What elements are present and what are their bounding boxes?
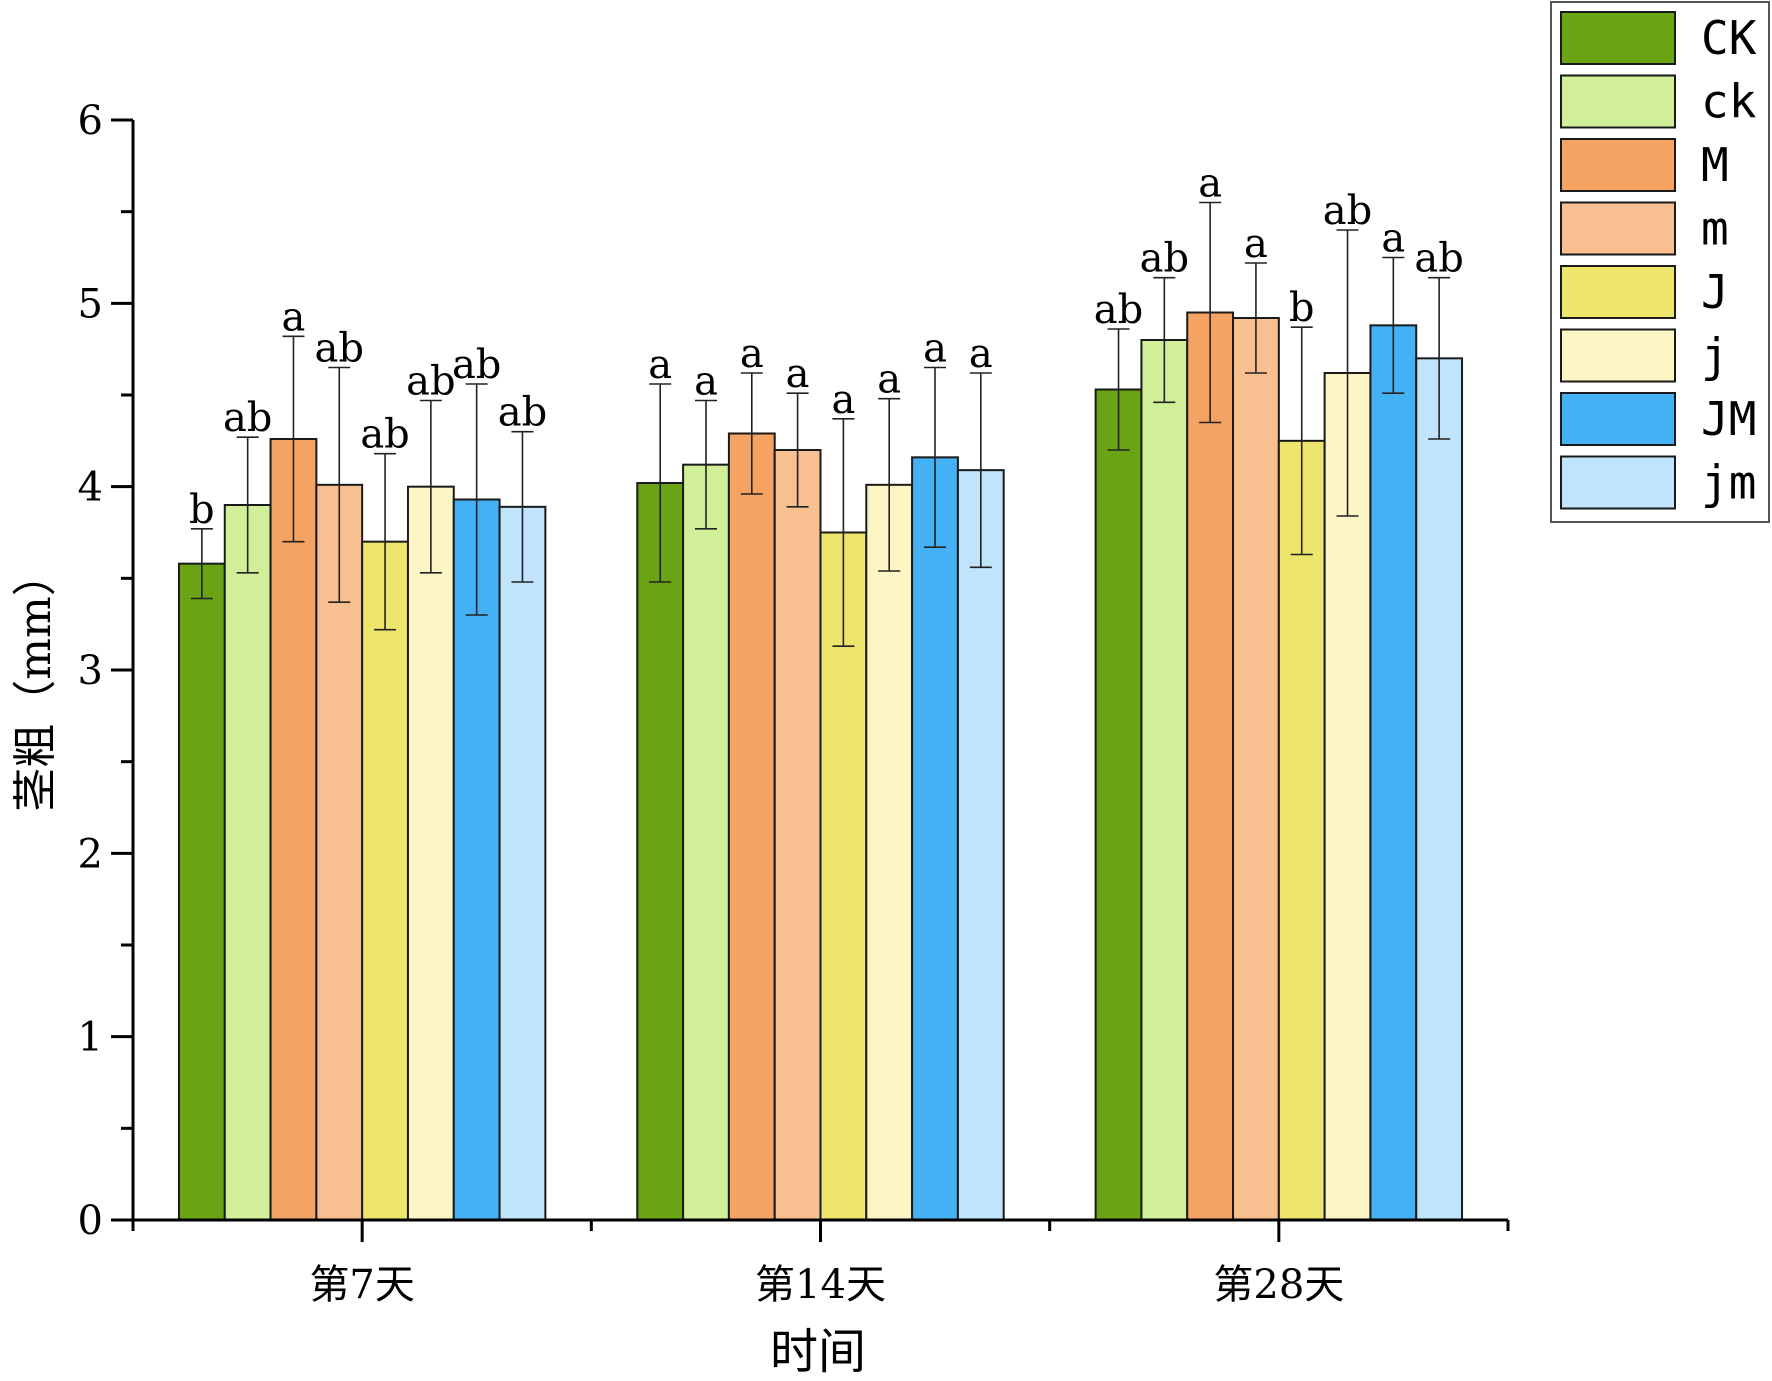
legend-label-jm: jm xyxy=(1701,456,1756,510)
legend-swatch-JM xyxy=(1560,392,1676,446)
bar-J-2 xyxy=(1277,439,1326,1222)
significance-label: ab xyxy=(315,326,364,372)
y-tick-label: 2 xyxy=(78,831,103,877)
bar-ck-0 xyxy=(223,504,272,1221)
significance-label: ab xyxy=(406,359,455,405)
bar-m-2 xyxy=(1232,317,1280,1221)
x-axis-label: 时间 xyxy=(770,1324,866,1380)
bar-j-0 xyxy=(406,485,455,1221)
y-tick-label: 0 xyxy=(78,1198,103,1244)
bar-j-1 xyxy=(865,483,914,1222)
legend-swatch-J xyxy=(1560,265,1676,319)
legend-label-M: M xyxy=(1701,138,1729,192)
bar-jm-1 xyxy=(956,469,1005,1221)
significance-label: a xyxy=(740,331,764,377)
significance-label: a xyxy=(969,331,993,377)
legend-label-CK: CK xyxy=(1701,11,1757,65)
significance-label: ab xyxy=(1414,236,1463,282)
significance-label: ab xyxy=(498,390,547,436)
significance-label: a xyxy=(1244,221,1268,267)
bar-CK-2 xyxy=(1094,388,1143,1221)
significance-label: a xyxy=(923,326,947,372)
legend-label-m: m xyxy=(1701,202,1729,256)
significance-label: ab xyxy=(360,412,409,458)
legend-swatch-jm xyxy=(1560,455,1676,510)
bar-JM-0 xyxy=(452,498,501,1221)
bar-JM-2 xyxy=(1369,324,1418,1222)
significance-label: a xyxy=(694,359,718,405)
legend-label-J: J xyxy=(1701,265,1729,319)
x-tick-label: 第28天 xyxy=(1213,1262,1344,1308)
bar-JM-1 xyxy=(911,456,959,1222)
legend-label-JM: JM xyxy=(1701,392,1756,446)
bar-jm-0 xyxy=(498,505,547,1222)
significance-label: ab xyxy=(1323,188,1372,234)
legend-swatch-CK xyxy=(1560,11,1676,65)
y-tick-label: 1 xyxy=(78,1015,103,1061)
y-tick-label: 4 xyxy=(78,465,103,511)
significance-label: a xyxy=(648,342,672,388)
significance-label: b xyxy=(1289,285,1315,331)
legend-swatch-M xyxy=(1560,138,1676,192)
bar-M-2 xyxy=(1186,311,1235,1221)
significance-label: a xyxy=(282,294,306,340)
significance-label: a xyxy=(786,351,810,397)
bar-M-0 xyxy=(269,438,318,1221)
significance-label: a xyxy=(877,357,901,403)
y-tick-label: 6 xyxy=(78,98,103,144)
bar-ck-2 xyxy=(1140,339,1189,1221)
legend-swatch-m xyxy=(1560,201,1676,256)
y-tick-label: 5 xyxy=(78,281,103,327)
legend-label-ck: ck xyxy=(1701,75,1756,129)
significance-label: a xyxy=(1381,216,1405,262)
x-tick-label: 第14天 xyxy=(755,1262,886,1308)
legend-swatch-j xyxy=(1560,328,1676,383)
bar-m-1 xyxy=(773,449,822,1221)
significance-label: a xyxy=(1198,161,1222,207)
significance-label: a xyxy=(831,377,855,423)
bar-J-0 xyxy=(361,540,409,1221)
bar-M-1 xyxy=(727,432,776,1221)
y-axis-label: 茎粗（mm） xyxy=(10,552,61,811)
significance-label: ab xyxy=(1140,236,1189,282)
axes: 0 1 2 3 4 5 6 第7天 第14天 第28天 xyxy=(78,98,1510,1308)
legend-swatch-ck xyxy=(1560,74,1676,129)
y-tick-label: 3 xyxy=(78,648,103,694)
bar-jm-2 xyxy=(1415,357,1464,1222)
significance-label: b xyxy=(189,487,215,533)
significance-label: ab xyxy=(452,342,501,388)
significance-label: ab xyxy=(223,395,272,441)
bar-CK-0 xyxy=(177,562,226,1221)
x-tick-label: 第7天 xyxy=(309,1262,414,1308)
bar-CK-1 xyxy=(636,482,685,1221)
bar-ck-1 xyxy=(682,463,730,1221)
legend-label-j: j xyxy=(1701,329,1729,383)
significance-label: ab xyxy=(1094,287,1143,333)
